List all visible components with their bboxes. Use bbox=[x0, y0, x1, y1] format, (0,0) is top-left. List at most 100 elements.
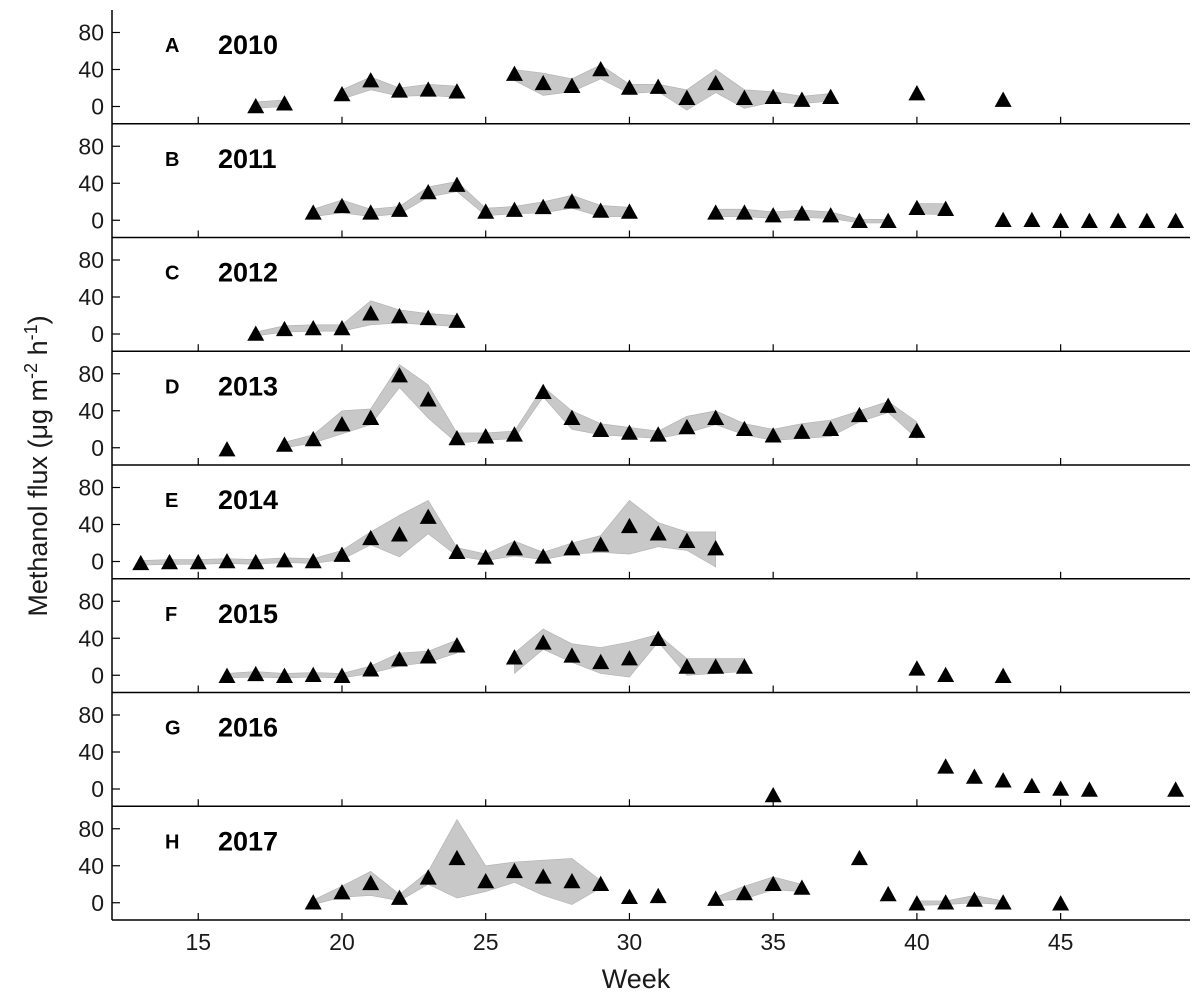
y-tick-label: 80 bbox=[78, 247, 104, 273]
x-tick-label: 40 bbox=[904, 929, 930, 955]
y-tick-label: 40 bbox=[78, 284, 104, 310]
data-point-triangle bbox=[793, 879, 811, 895]
data-point-triangle bbox=[1167, 781, 1185, 797]
data-point-triangle bbox=[333, 416, 351, 432]
data-point-triangle bbox=[1080, 212, 1098, 228]
data-point-triangle bbox=[620, 517, 638, 534]
range-band bbox=[284, 364, 918, 449]
data-point-triangle bbox=[333, 546, 351, 562]
data-point-triangle bbox=[707, 409, 725, 425]
data-point-triangle bbox=[994, 211, 1012, 228]
data-point-triangle bbox=[620, 424, 638, 440]
data-point-triangle bbox=[448, 849, 466, 866]
data-point-triangle bbox=[592, 421, 610, 437]
data-point-triangle bbox=[304, 204, 322, 220]
data-point-triangle bbox=[390, 307, 408, 324]
panel-letter: A bbox=[165, 35, 179, 57]
data-point-triangle bbox=[362, 305, 380, 321]
data-point-triangle bbox=[707, 204, 725, 220]
data-point-triangle bbox=[505, 65, 523, 81]
y-tick-label: 0 bbox=[91, 662, 104, 688]
y-tick-label: 80 bbox=[78, 361, 104, 387]
data-point-triangle bbox=[477, 549, 495, 565]
data-point-triangle bbox=[1023, 777, 1041, 794]
panels-layer: 0 40 80 A 2010 0 40 80 B 2011 0 40 80 C 2012 0 40 80 D 2013… bbox=[78, 10, 1190, 921]
data-point-triangle bbox=[707, 74, 725, 91]
y-axis-title: Methanol flux (μg m-2 h-1) bbox=[21, 315, 53, 616]
panel-letter: G bbox=[165, 718, 181, 740]
data-point-triangle bbox=[534, 548, 552, 564]
panel-year: 2014 bbox=[218, 485, 278, 515]
data-point-triangle bbox=[160, 553, 178, 570]
y-tick-label: 40 bbox=[78, 739, 104, 765]
x-tick-label: 35 bbox=[760, 929, 786, 955]
range-band bbox=[916, 895, 1004, 906]
y-tick-label: 0 bbox=[91, 94, 104, 120]
data-point-triangle bbox=[735, 204, 753, 220]
data-point-triangle bbox=[448, 312, 466, 328]
data-point-triangle bbox=[505, 540, 523, 556]
data-point-triangle bbox=[908, 199, 926, 216]
data-point-triangle bbox=[707, 658, 725, 674]
y-tick-label: 0 bbox=[91, 435, 104, 461]
data-point-triangle bbox=[965, 768, 983, 784]
data-point-triangle bbox=[994, 894, 1012, 910]
data-point-triangle bbox=[390, 367, 408, 383]
data-point-triangle bbox=[333, 85, 351, 102]
panel-2014: 0 40 80 E 2014 bbox=[78, 465, 1190, 580]
data-point-triangle bbox=[735, 89, 753, 105]
data-point-triangle bbox=[304, 553, 322, 569]
data-point-triangle bbox=[448, 543, 466, 560]
data-point-triangle bbox=[218, 553, 236, 569]
data-point-triangle bbox=[592, 61, 610, 77]
data-point-triangle bbox=[477, 872, 495, 889]
y-tick-label: 40 bbox=[78, 398, 104, 424]
data-point-triangle bbox=[649, 525, 667, 541]
data-point-triangle bbox=[908, 85, 926, 101]
data-point-triangle bbox=[419, 869, 437, 885]
data-point-triangle bbox=[592, 653, 610, 670]
data-point-triangle bbox=[390, 889, 408, 905]
data-point-triangle bbox=[275, 95, 293, 111]
data-point-triangle bbox=[1167, 212, 1185, 228]
data-point-triangle bbox=[275, 320, 293, 337]
data-point-triangle bbox=[649, 78, 667, 94]
data-point-triangle bbox=[333, 884, 351, 900]
data-point-triangle bbox=[448, 637, 466, 653]
data-point-triangle bbox=[448, 176, 466, 192]
panel-letter: C bbox=[165, 263, 179, 285]
data-point-triangle bbox=[505, 862, 523, 879]
data-point-triangle bbox=[362, 661, 380, 677]
data-point-triangle bbox=[275, 667, 293, 683]
x-tick-label: 30 bbox=[617, 929, 643, 955]
data-point-triangle bbox=[764, 875, 782, 892]
data-point-triangle bbox=[937, 666, 955, 683]
data-point-triangle bbox=[534, 383, 552, 400]
data-point-triangle bbox=[879, 212, 897, 228]
data-point-triangle bbox=[620, 203, 638, 219]
data-point-triangle bbox=[994, 91, 1012, 107]
data-point-triangle bbox=[333, 667, 351, 683]
data-point-triangle bbox=[275, 436, 293, 452]
data-point-triangle bbox=[937, 200, 955, 216]
data-point-triangle bbox=[419, 391, 437, 407]
data-point-triangle bbox=[908, 895, 926, 911]
data-point-triangle bbox=[275, 552, 293, 568]
data-point-triangle bbox=[534, 634, 552, 650]
data-point-triangle bbox=[390, 526, 408, 542]
x-tick-label: 20 bbox=[329, 929, 355, 955]
data-point-triangle bbox=[793, 91, 811, 107]
data-point-triangle bbox=[304, 666, 322, 683]
data-point-triangle bbox=[850, 849, 868, 866]
y-tick-label: 80 bbox=[78, 588, 104, 614]
y-tick-label: 0 bbox=[91, 207, 104, 233]
data-point-triangle bbox=[994, 667, 1012, 683]
data-point-triangle bbox=[1052, 895, 1070, 911]
data-point-triangle bbox=[132, 554, 150, 571]
data-point-triangle bbox=[764, 207, 782, 223]
data-point-triangle bbox=[620, 650, 638, 666]
y-tick-label: 40 bbox=[78, 625, 104, 651]
data-point-triangle bbox=[477, 428, 495, 444]
data-point-triangle bbox=[649, 426, 667, 442]
data-point-triangle bbox=[937, 758, 955, 774]
